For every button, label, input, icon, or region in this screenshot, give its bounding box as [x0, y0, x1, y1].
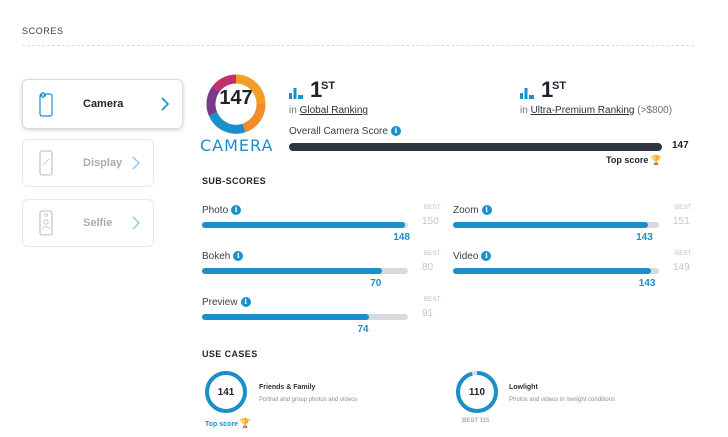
sidebar-item-label: Display	[83, 157, 123, 169]
trophy-icon: 🏆	[239, 418, 252, 428]
display-phone-icon	[39, 150, 53, 176]
subscore-bar	[453, 222, 659, 228]
subscore-label-text: Photo	[202, 205, 229, 216]
top-score-label: Top score 🏆	[606, 155, 662, 166]
subscore-label: Photo i	[202, 205, 242, 216]
top-score-text: Top score	[205, 421, 238, 428]
camera-phone-icon	[39, 91, 53, 117]
overall-score-value: 147	[672, 140, 689, 151]
premium-rank-number: 1	[541, 77, 554, 102]
sidebar-item-camera[interactable]: Camera	[22, 79, 183, 129]
ranking-prefix: in	[520, 105, 528, 116]
camera-label: CAMERA	[200, 136, 274, 155]
best-score-label: BEST 115	[462, 418, 490, 424]
subscores-heading: SUB-SCORES	[202, 176, 267, 186]
subscore-label: Preview i	[202, 297, 251, 308]
global-ranking-link[interactable]: Global Ranking	[299, 105, 368, 116]
subscore-value: 143	[638, 278, 656, 289]
trophy-icon: 🏆	[650, 155, 663, 165]
best-value: 151	[673, 216, 690, 227]
overall-score-bar	[289, 143, 662, 151]
subscore-label-text: Zoom	[453, 205, 479, 216]
info-icon[interactable]: i	[481, 251, 492, 262]
subscore-bar	[202, 222, 408, 228]
premium-rank-suffix: ST	[552, 80, 567, 92]
info-icon[interactable]: i	[233, 251, 244, 262]
best-value: 149	[673, 262, 690, 273]
subscore-bar-fill	[202, 222, 406, 228]
subscore-label-text: Video	[453, 251, 479, 262]
subscore-value: 74	[357, 324, 369, 335]
best-value: 80	[422, 262, 434, 273]
info-icon[interactable]: i	[481, 205, 492, 216]
sidebar-item-label: Selfie	[83, 217, 113, 229]
best-value: 150	[422, 216, 439, 227]
info-icon[interactable]: i	[240, 297, 251, 308]
use-case-title: Lowlight	[509, 384, 538, 391]
best-label: BEST	[424, 205, 441, 211]
camera-score: 147	[219, 87, 253, 109]
subscore-label-text: Preview	[202, 297, 238, 308]
ranking-prefix: in	[289, 105, 297, 116]
info-icon[interactable]: i	[390, 126, 401, 137]
section-title: SCORES	[22, 26, 64, 36]
sidebar-item-selfie[interactable]: Selfie	[22, 199, 154, 247]
best-label: BEST	[675, 205, 692, 211]
chevron-right-icon	[132, 156, 140, 170]
selfie-phone-icon	[39, 210, 53, 236]
subscore-label: Bokeh i	[202, 251, 244, 262]
subscore-value: 70	[370, 278, 382, 289]
sidebar-item-display[interactable]: Display	[22, 139, 154, 187]
global-ranking-line: in Global Ranking	[289, 105, 368, 116]
overall-score-label: Overall Camera Score i	[289, 126, 401, 137]
friends-family-ring	[205, 371, 247, 413]
overall-score-text: Overall Camera Score	[289, 126, 388, 137]
divider	[22, 45, 694, 46]
use-case-description: Photos and videos in lowlight conditions	[509, 397, 616, 403]
premium-ranking-line: in Ultra-Premium Ranking (>$800)	[520, 105, 672, 116]
ranking-bars-icon	[289, 88, 303, 99]
subscore-bar-fill	[202, 314, 370, 320]
use-cases-heading: USE CASES	[202, 349, 258, 359]
lowlight-ring	[456, 371, 498, 413]
chevron-right-icon	[132, 216, 140, 230]
info-icon[interactable]: i	[231, 205, 242, 216]
camera-score-badge-icon	[206, 74, 266, 134]
top-score-label: Top score 🏆	[205, 418, 251, 429]
price-range: (>$800)	[637, 105, 673, 116]
subscore-value: 143	[636, 232, 653, 243]
best-value: 91	[422, 308, 434, 319]
best-label: BEST	[675, 251, 692, 257]
best-label: BEST	[424, 297, 441, 303]
subscore-label: Video i	[453, 251, 492, 262]
subscore-bar	[202, 314, 408, 320]
sidebar-item-label: Camera	[83, 98, 124, 110]
global-rank-number: 1	[310, 77, 323, 102]
subscore-bar	[202, 268, 408, 274]
chevron-right-icon	[161, 97, 170, 111]
subscore-label: Zoom i	[453, 205, 492, 216]
subscore-value: 148	[393, 232, 410, 243]
ranking-bars-icon	[520, 88, 534, 99]
premium-ranking-link[interactable]: Ultra-Premium Ranking	[530, 105, 635, 116]
use-case-description: Portrait and group photos and videos	[259, 397, 358, 403]
friends-family-score: 141	[217, 387, 235, 398]
lowlight-score: 110	[468, 387, 486, 398]
best-label: BEST	[424, 251, 441, 257]
subscore-label-text: Bokeh	[202, 251, 231, 262]
subscore-bar-fill	[453, 268, 651, 274]
subscore-bar-fill	[453, 222, 649, 228]
subscore-bar-fill	[202, 268, 383, 274]
use-case-title: Friends & Family	[259, 384, 316, 391]
global-rank-suffix: ST	[321, 80, 336, 92]
top-score-text: Top score	[606, 155, 649, 165]
subscore-bar	[453, 268, 659, 274]
